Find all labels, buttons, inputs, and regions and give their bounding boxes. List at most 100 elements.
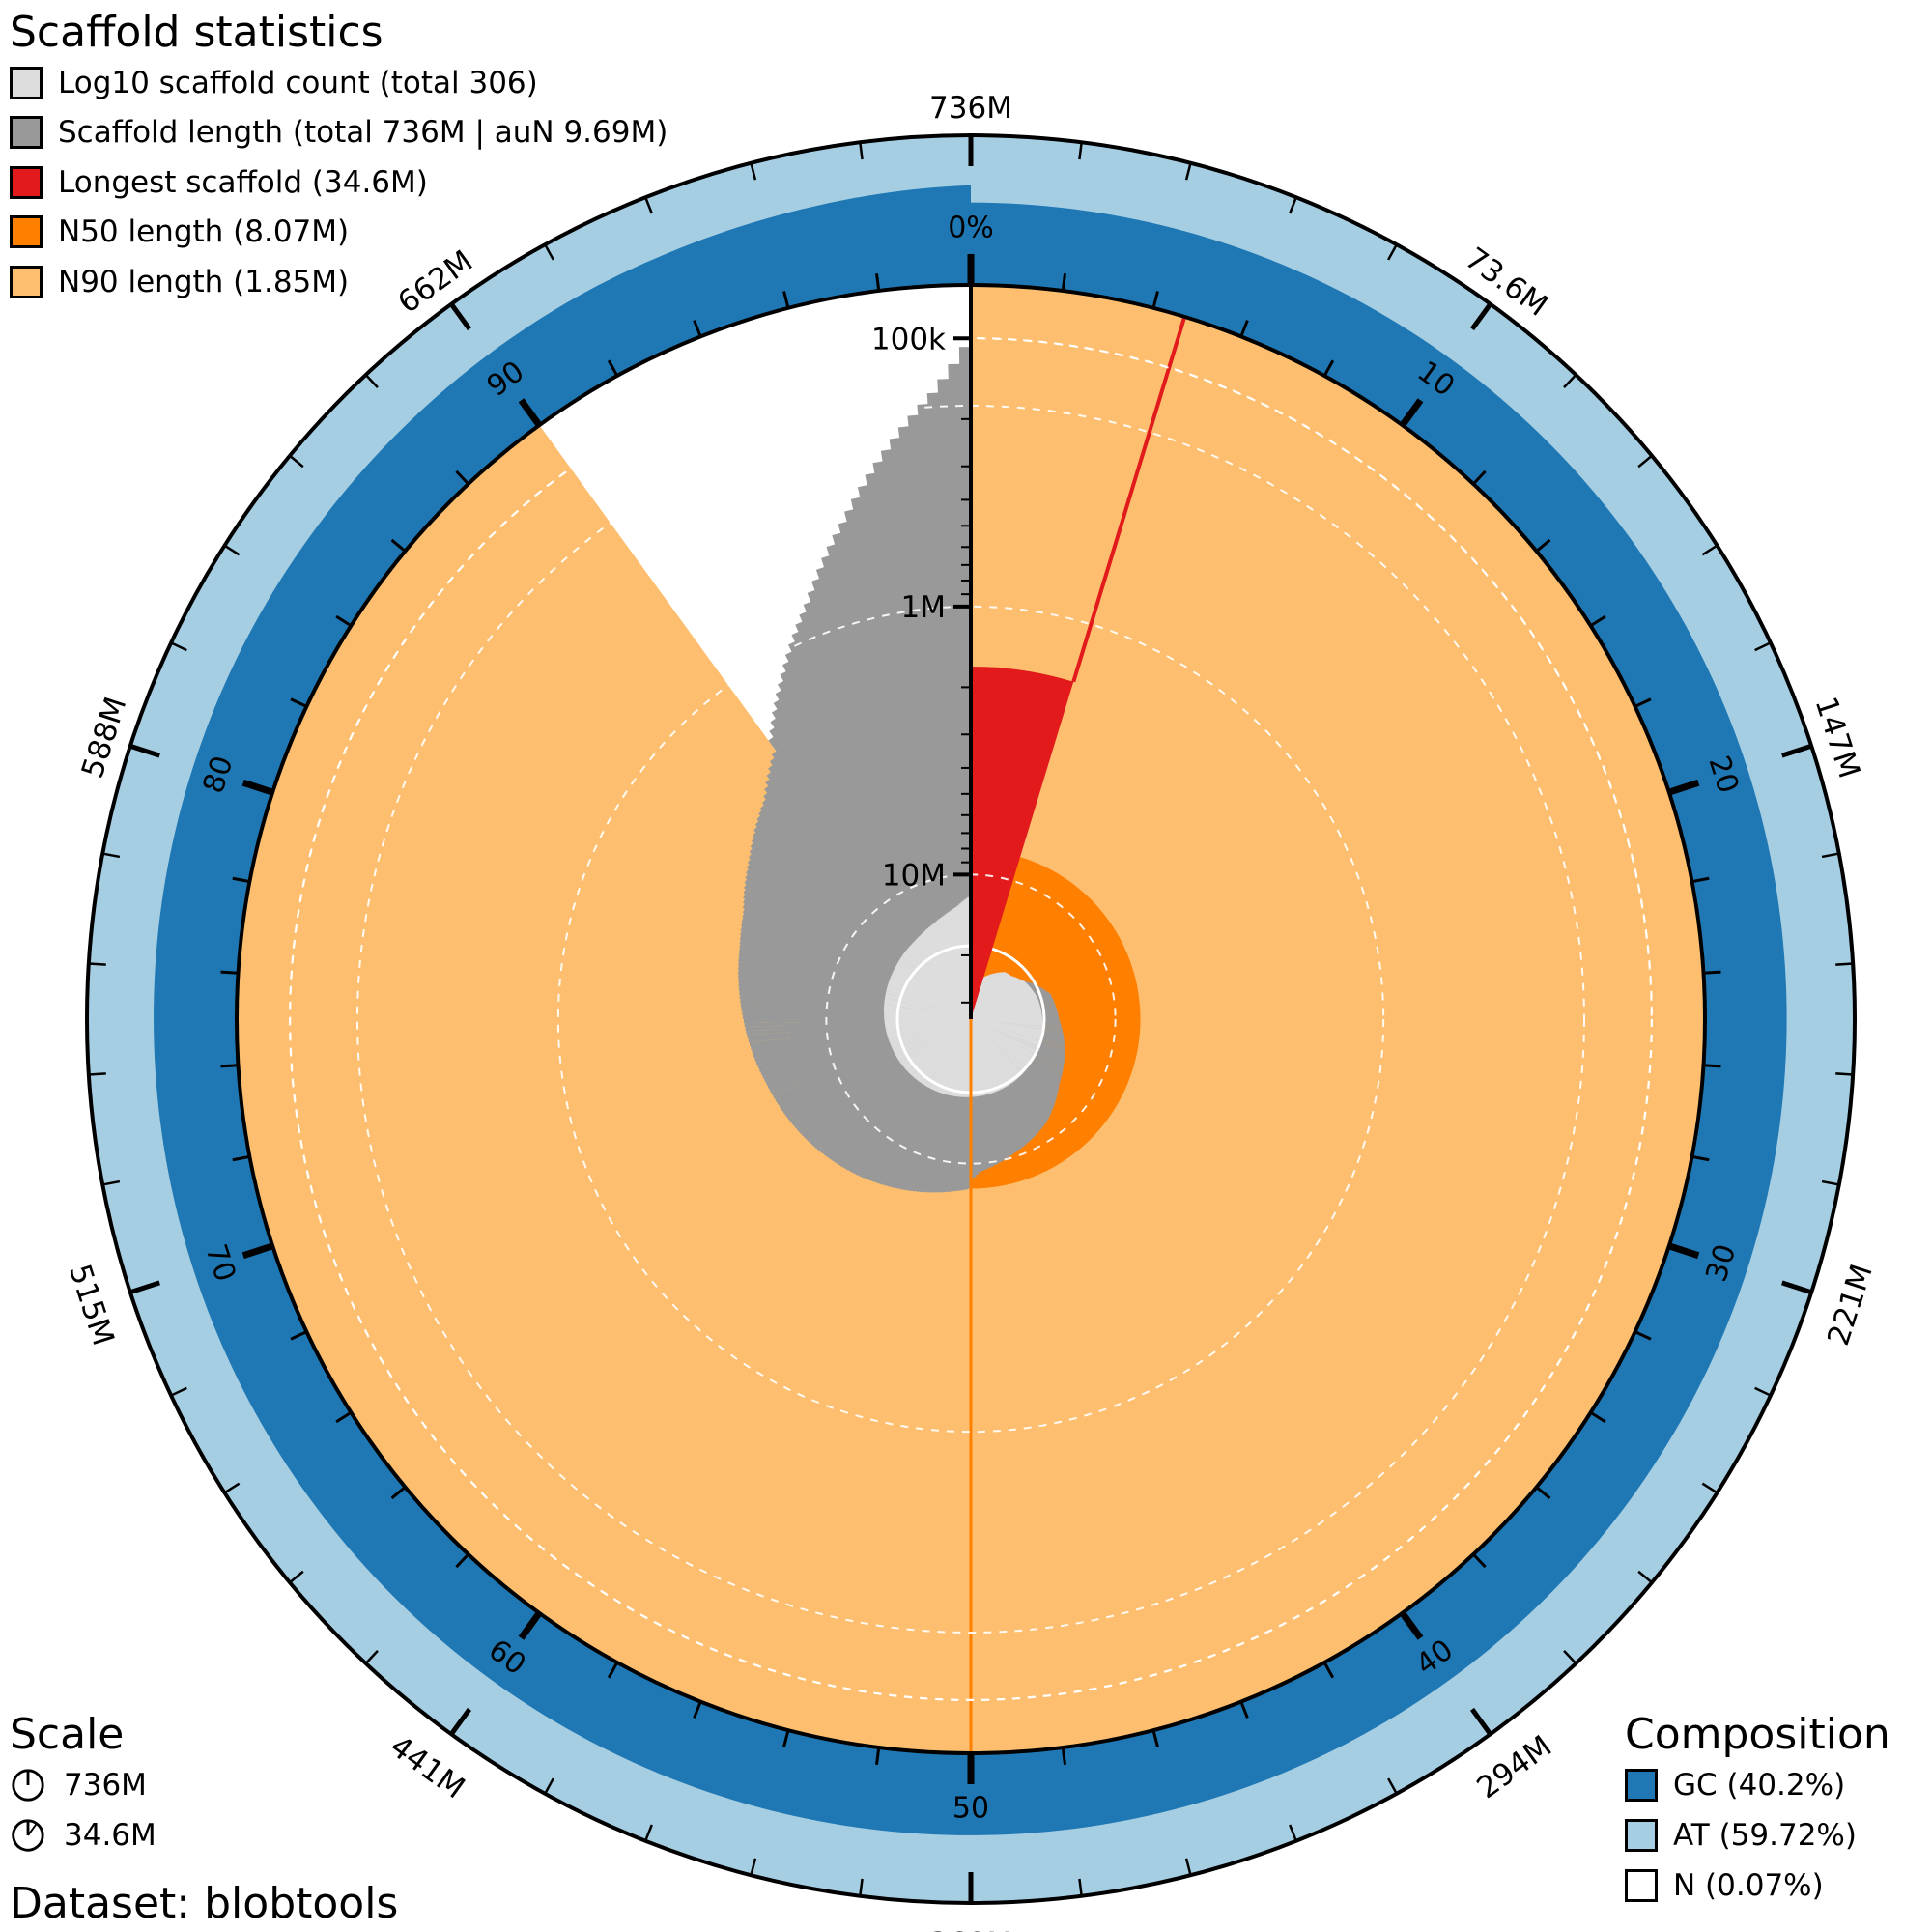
composition-title: Composition: [1625, 1710, 1890, 1759]
length-tick: [223, 1482, 241, 1494]
outer-length-label: 736M: [929, 91, 1012, 126]
length-tick: [449, 1707, 472, 1736]
legend-item-n90: N90 length (1.85M): [10, 257, 668, 307]
percent-tick: [1061, 1747, 1066, 1766]
legend-item-n50: N50 length (8.07M): [10, 208, 668, 258]
scaffold-statistics-legend: Scaffold statistics Log10 scaffold count…: [10, 8, 668, 307]
length-tick: [170, 641, 187, 652]
radial-tick-label: 100k: [871, 322, 946, 356]
percent-tick: [1703, 970, 1721, 975]
percent-tick: [1239, 1701, 1249, 1719]
swatch-scaffold-length: [10, 116, 43, 150]
swatch-n: [1625, 1869, 1658, 1902]
legend-label: N50 length (8.07M): [58, 214, 350, 250]
length-tick: [1637, 454, 1653, 469]
length-tick: [1781, 743, 1812, 758]
length-tick: [544, 1777, 554, 1795]
length-tick: [1701, 544, 1719, 556]
longest-scaffold-line: [1071, 316, 1187, 683]
percent-tick: [1691, 876, 1710, 884]
length-gridline: [556, 605, 1385, 1434]
percent-tick: [1634, 1330, 1652, 1341]
percent-label: 0%: [948, 212, 994, 245]
composition-item-n: N (0.07%): [1625, 1861, 1890, 1911]
outer-length-label: 368M: [929, 1926, 1012, 1932]
percent-tick: [1472, 1552, 1487, 1569]
scale-legend: Scale 736M 34.6M: [10, 1710, 156, 1861]
length-tick: [1078, 142, 1083, 160]
length-tick: [88, 962, 106, 966]
length-tick: [859, 1878, 864, 1896]
length-tick: [170, 1386, 187, 1397]
percent-tick: [875, 272, 881, 292]
length-tick: [644, 1824, 653, 1842]
outer-gridline: [289, 337, 1653, 1701]
percent-label: 50: [952, 1792, 989, 1826]
length-tick: [1835, 962, 1854, 966]
swatch-longest-scaffold: [10, 165, 43, 199]
percent-tick: [1151, 291, 1159, 309]
length-tick: [1701, 1482, 1719, 1494]
percent-tick: [1589, 1410, 1606, 1424]
outer-length-label: 221M: [1821, 1260, 1880, 1350]
length-tick: [449, 302, 472, 331]
length-tick: [88, 1072, 106, 1076]
length-tick: [1289, 196, 1297, 214]
percent-tick: [782, 1729, 790, 1747]
length-tick: [101, 1179, 121, 1186]
percent-tick: [1151, 1729, 1159, 1747]
percent-tick: [693, 1701, 702, 1719]
percent-tick: [607, 359, 619, 377]
length-tick: [544, 243, 554, 261]
percent-tick: [1691, 1154, 1710, 1162]
legend-label: N90 length (1.85M): [58, 264, 350, 299]
percent-tick: [1472, 469, 1487, 486]
length-tick: [1563, 374, 1577, 388]
legend-item-scaffold-length: Scaffold length (total 736M | auN 9.69M): [10, 108, 668, 158]
swatch-n50: [10, 215, 43, 249]
legend-label: Log10 scaffold count (total 306): [58, 65, 538, 100]
percent-tick: [242, 1242, 274, 1260]
partial-circle-scale-icon: [12, 1819, 44, 1852]
composition-item-gc: GC (40.2%): [1625, 1760, 1890, 1810]
radial-tick-label: 10M: [882, 858, 946, 893]
composition-item-at: AT (59.72%): [1625, 1810, 1890, 1861]
length-tick: [129, 743, 160, 758]
percent-tick: [290, 697, 307, 708]
length-tick: [1387, 243, 1398, 261]
percent-tick: [1667, 779, 1700, 796]
swatch-gc: [1625, 1769, 1658, 1802]
longest-scaffold-sector: [971, 667, 1074, 1019]
outer-length-label: 515M: [62, 1260, 121, 1350]
percent-tick: [1061, 272, 1066, 292]
percent-tick: [390, 538, 407, 553]
legend-item-longest-scaffold: Longest scaffold (34.6M): [10, 157, 668, 208]
length-tick: [1781, 1280, 1812, 1295]
percent-tick: [335, 1410, 353, 1424]
length-tick: [1754, 1386, 1772, 1397]
length-tick: [644, 196, 653, 214]
length-tick: [1754, 641, 1772, 652]
length-tick: [1078, 1878, 1083, 1896]
percent-tick: [1322, 1662, 1335, 1679]
percent-tick: [335, 614, 353, 628]
percent-tick: [455, 469, 469, 486]
length-tick: [1184, 162, 1192, 181]
legend-label: Longest scaffold (34.6M): [58, 164, 428, 200]
n50-fill: [971, 849, 1141, 1189]
scale-label: 736M: [64, 1768, 147, 1803]
swatch-scaffold-count: [10, 66, 43, 99]
percent-tick: [1535, 538, 1551, 553]
length-tick: [1387, 1777, 1398, 1795]
length-tick: [129, 1280, 160, 1295]
length-tick: [1563, 1650, 1577, 1664]
scale-item-partial: 34.6M: [10, 1810, 156, 1861]
percent-tick: [390, 1486, 407, 1500]
length-tick: [364, 1650, 379, 1664]
scale-item-full: 736M: [10, 1760, 156, 1810]
full-circle-scale-icon: [12, 1769, 44, 1802]
composition-label: N (0.07%): [1673, 1868, 1824, 1903]
length-tick: [859, 142, 864, 160]
scale-title: Scale: [10, 1710, 125, 1759]
